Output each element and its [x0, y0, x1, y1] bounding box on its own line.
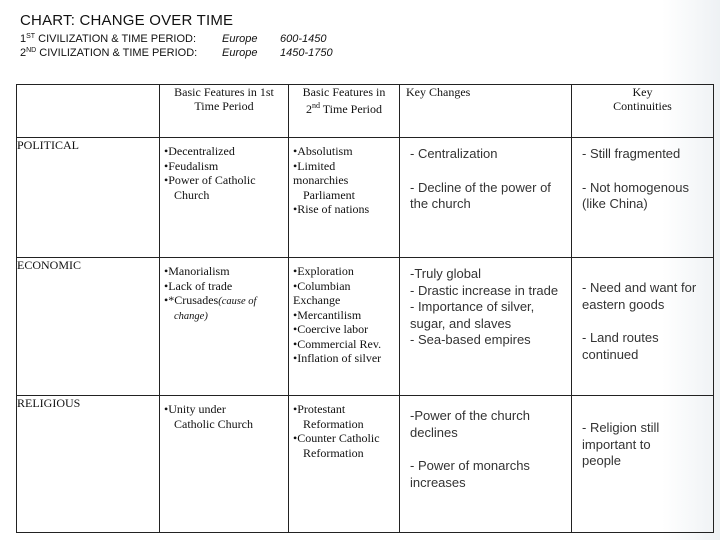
- continuity-item: - Religion still important to people: [582, 420, 660, 468]
- continuity-item: - Still fragmented: [582, 146, 681, 161]
- header-key-changes: Key Changes: [399, 84, 572, 138]
- change-item: -Power of the church declines: [410, 408, 530, 440]
- header-first-period: Basic Features in 1st Time Period: [159, 84, 289, 138]
- ordinal-number: 1: [20, 33, 27, 45]
- list-item-continuation: Reformation: [303, 445, 364, 460]
- comparison-table: Basic Features in 1st Time Period Basic …: [16, 84, 714, 533]
- list-item: Lack of trade: [164, 279, 284, 294]
- change-item: - Drastic increase in trade: [410, 282, 559, 298]
- ordinal-suffix: ND: [26, 47, 37, 54]
- cause-note: (cause of: [218, 296, 257, 307]
- list-item: Power of Catholic: [164, 173, 284, 188]
- period-value: 1450-1750: [280, 47, 333, 59]
- change-item: - Sea-based empires: [410, 332, 531, 347]
- row-label-economic: ECONOMIC: [16, 257, 160, 396]
- header-row: Basic Features in 1st Time Period Basic …: [16, 84, 714, 138]
- change-item: - Importance of silver, sugar, and slave…: [410, 299, 535, 331]
- political-key-continuities-cell: - Still fragmented - Not homogenous (lik…: [571, 137, 714, 258]
- list-item: *Crusades(cause of: [164, 293, 284, 310]
- list-item: Exploration: [293, 264, 395, 279]
- economic-key-changes-cell: -Truly global - Drastic increase in trad…: [399, 257, 572, 396]
- religious-key-continuities-cell: - Religion still important to people: [571, 395, 714, 533]
- continuity-item: - Not homogenous (like China): [582, 179, 689, 212]
- ordinal-number: 2: [20, 47, 27, 59]
- continuity-item: - Land routes continued: [582, 330, 659, 362]
- list-item: Limited: [293, 159, 395, 174]
- list-item: Absolutism: [293, 144, 395, 159]
- list-item-continuation: Church: [174, 187, 210, 202]
- political-first-period-cell: Decentralized Feudalism Power of Catholi…: [159, 137, 289, 258]
- header-key-continuities: Key Continuities: [571, 84, 714, 138]
- list-item: Inflation of silver: [293, 351, 395, 366]
- religious-first-period-cell: Unity under Catholic Church: [159, 395, 289, 533]
- table-row-political: POLITICAL Decentralized Feudalism Power …: [16, 137, 714, 258]
- religious-key-changes-cell: -Power of the church declines - Power of…: [399, 395, 572, 533]
- first-civilization-line: 1ST CIVILIZATION & TIME PERIOD: Europe 6…: [20, 33, 327, 45]
- table-row-religious: RELIGIOUS Unity under Catholic Church Pr…: [16, 395, 714, 533]
- change-item: - Power of monarchs increases: [410, 458, 530, 490]
- economic-key-continuities-cell: - Need and want for eastern goods - Land…: [571, 257, 714, 396]
- cause-note-continuation: change): [174, 310, 208, 322]
- civilization-label: CIVILIZATION & TIME PERIOD:: [36, 47, 198, 59]
- political-second-period-cell: Absolutism Limited monarchies Parliament…: [288, 137, 400, 258]
- change-item: - Decline of the power of the church: [410, 179, 551, 212]
- list-item: Mercantilism: [293, 308, 395, 323]
- change-item: - Centralization: [410, 146, 498, 161]
- list-item: Counter Catholic: [293, 431, 395, 446]
- change-item: -Truly global: [410, 266, 482, 281]
- list-item: Feudalism: [164, 159, 284, 174]
- list-item: Protestant: [293, 402, 395, 417]
- civilization-label: CIVILIZATION & TIME PERIOD:: [35, 33, 197, 45]
- header-second-period: Basic Features in 2nd Time Period: [288, 84, 400, 138]
- region-value: Europe: [222, 33, 258, 45]
- list-item: Manorialism: [164, 264, 284, 279]
- list-item: Coercive labor: [293, 322, 395, 337]
- economic-first-period-cell: Manorialism Lack of trade *Crusades(caus…: [159, 257, 289, 396]
- corner-cell: [16, 84, 160, 138]
- list-item: Columbian: [293, 279, 395, 294]
- page-title: CHART: CHANGE OVER TIME: [20, 12, 234, 29]
- list-item: Rise of nations: [293, 202, 395, 217]
- list-item: Decentralized: [164, 144, 284, 159]
- region-value: Europe: [222, 47, 258, 59]
- continuity-item: - Need and want for eastern goods: [582, 280, 697, 312]
- list-item-continuation: Reformation: [303, 416, 364, 431]
- political-key-changes-cell: - Centralization - Decline of the power …: [399, 137, 572, 258]
- list-item-continuation: Catholic Church: [174, 416, 253, 431]
- row-label-religious: RELIGIOUS: [16, 395, 160, 533]
- second-civilization-line: 2ND CIVILIZATION & TIME PERIOD: Europe 1…: [20, 47, 333, 59]
- period-value: 600-1450: [280, 33, 327, 45]
- list-item-continuation: Parliament: [303, 187, 355, 202]
- list-item: Commercial Rev.: [293, 337, 395, 352]
- religious-second-period-cell: Protestant Reformation Counter Catholic …: [288, 395, 400, 533]
- row-label-political: POLITICAL: [16, 137, 160, 258]
- list-item-continuation: monarchies: [293, 173, 349, 187]
- list-item-continuation: Exchange: [293, 293, 341, 307]
- table-row-economic: ECONOMIC Manorialism Lack of trade *Crus…: [16, 257, 714, 396]
- economic-second-period-cell: Exploration Columbian Exchange Mercantil…: [288, 257, 400, 396]
- list-item: Unity under: [164, 402, 284, 417]
- ordinal-suffix: ST: [26, 33, 36, 40]
